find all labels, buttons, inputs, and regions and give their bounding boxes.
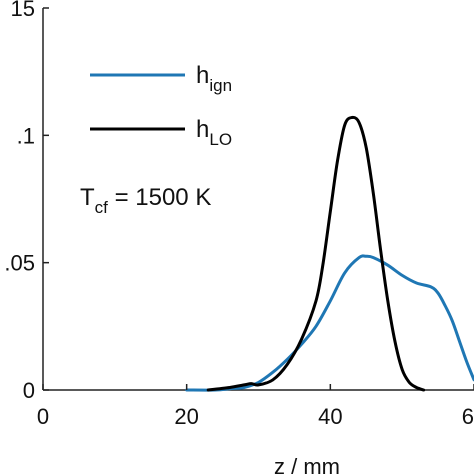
series-layer — [185, 115, 474, 392]
legend-label-h-lo: hLO — [196, 116, 232, 149]
series-line-h-lo — [206, 115, 426, 392]
x-tick-label: 60 — [462, 404, 474, 429]
x-axis-title: z / mm — [274, 454, 340, 474]
ticks-layer: 0 20 40 60 0 .05 .1 15 — [4, 0, 474, 429]
y-tick-label: 0 — [23, 378, 35, 403]
x-tick-label: 20 — [174, 404, 198, 429]
x-tick-label: 0 — [37, 404, 49, 429]
annotation-temperature: Tcf = 1500 K — [80, 184, 211, 217]
y-tick-label: 15 — [11, 0, 35, 21]
axes — [42, 8, 474, 391]
x-tick-label: 40 — [318, 404, 342, 429]
y-tick-label: .1 — [17, 123, 35, 148]
series-line-h-ign — [185, 254, 474, 392]
y-tick-label: .05 — [4, 251, 35, 276]
legend-label-h-ign: hign — [196, 62, 232, 95]
legend: hign hLO — [90, 62, 232, 149]
